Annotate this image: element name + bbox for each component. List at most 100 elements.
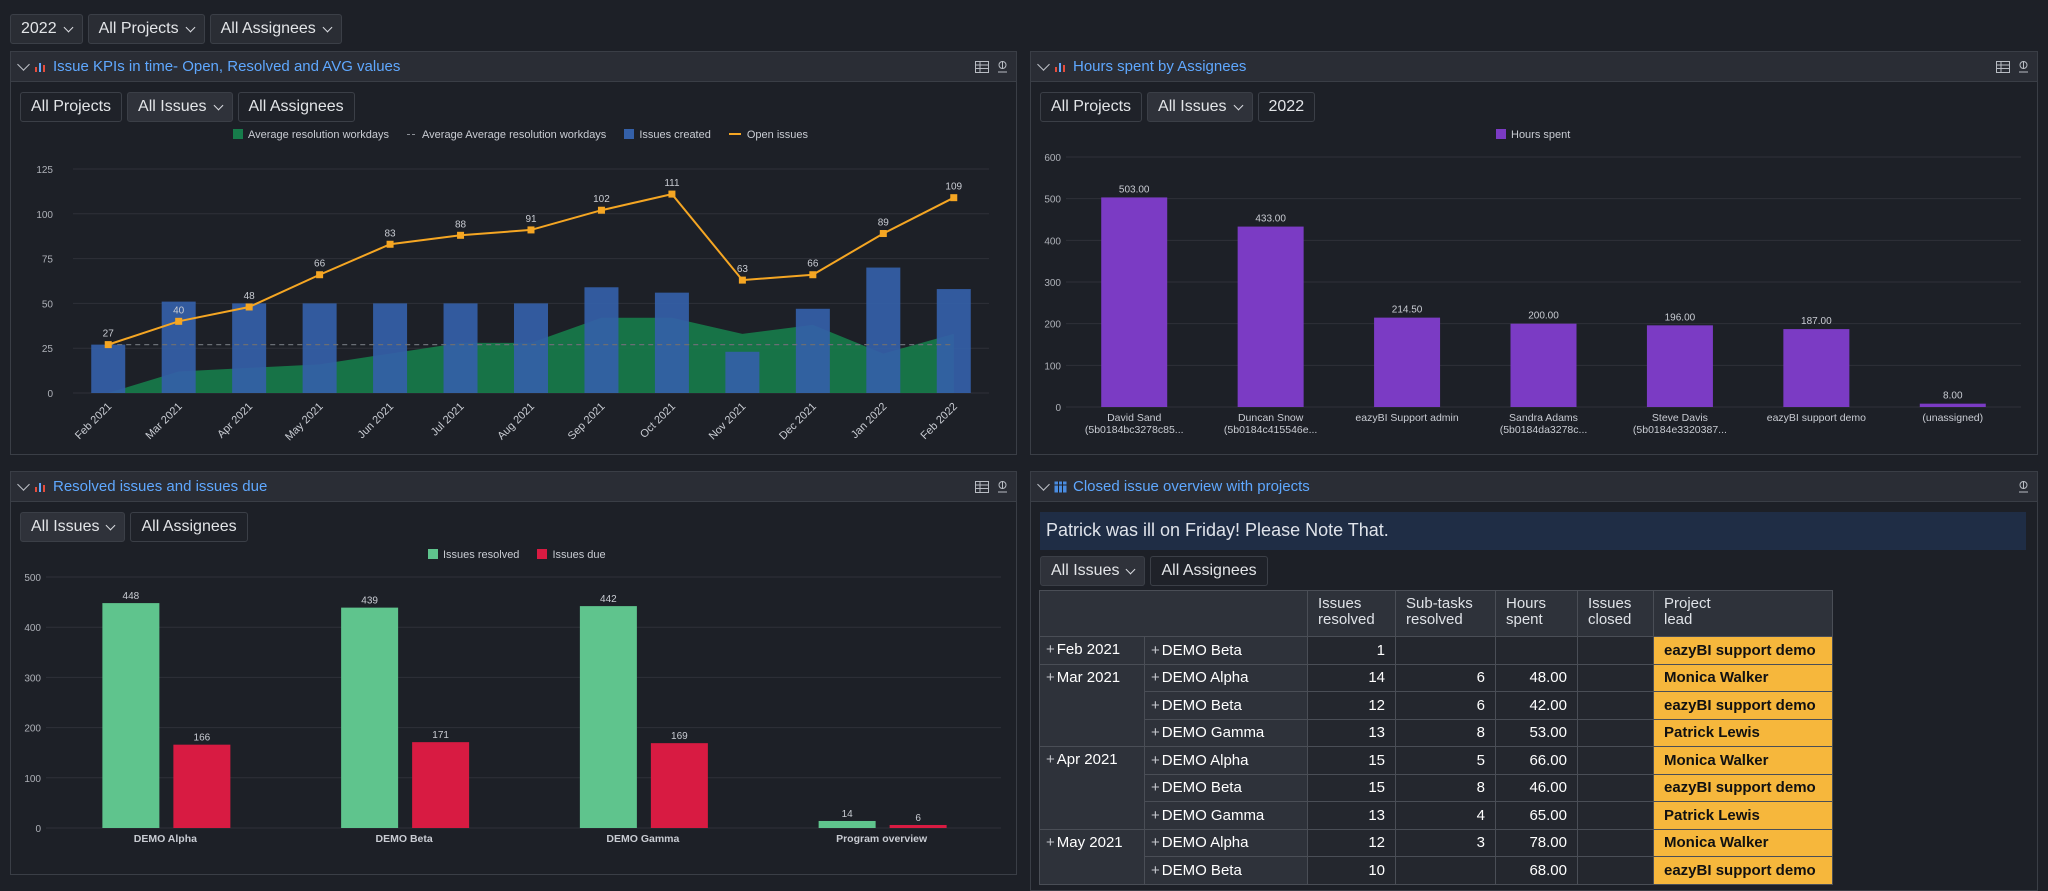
cell-closed [1577, 718, 1654, 747]
expand-plus-icon[interactable]: + [1151, 806, 1160, 824]
bar-issues-created [936, 289, 971, 393]
project-row-header[interactable]: + DEMO Beta [1144, 856, 1308, 885]
top-filter-bar: 2022 All Projects All Assignees [10, 14, 342, 44]
project-label: DEMO Beta [1161, 696, 1242, 714]
cell-subtasks: 6 [1395, 663, 1496, 692]
legend-item[interactable]: Average resolution workdays [233, 129, 389, 141]
chevron-down-icon [322, 22, 333, 32]
legend-item[interactable]: Issues due [537, 549, 606, 561]
project-row-header[interactable]: + DEMO Gamma [1144, 801, 1308, 830]
data-label: 442 [600, 594, 617, 605]
expand-plus-icon[interactable]: + [1151, 861, 1160, 879]
assignees-filter[interactable]: All Assignees [1150, 556, 1268, 586]
issues-filter-dropdown[interactable]: All Issues [127, 92, 233, 122]
projects-filter-dropdown[interactable]: All Projects [87, 14, 205, 44]
bar-issues-due [173, 744, 231, 828]
table-view-icon[interactable] [975, 480, 989, 493]
bar-issues-created [866, 267, 901, 393]
table-view-icon[interactable] [1996, 60, 2010, 73]
x-tick-label: DEMO Alpha [134, 833, 197, 845]
bar-issues-created [725, 351, 760, 393]
table-row: + May 2021 + DEMO Alpha 12 3 78.00 Monica Walke… [1039, 828, 1833, 885]
column-header[interactable]: Sub-tasks resolved [1395, 590, 1496, 637]
project-row-header[interactable]: + DEMO Alpha [1144, 746, 1308, 775]
closed-panel-header: Closed issue overview with projects [1031, 472, 2037, 502]
y-tick-label: 500 [24, 573, 41, 584]
month-row-header[interactable]: + May 2021 [1039, 828, 1145, 885]
expand-plus-icon[interactable]: + [1151, 751, 1160, 769]
legend-swatch [537, 549, 548, 559]
expand-plus-icon[interactable]: + [1046, 751, 1055, 768]
x-tick-label: Feb 2022 [919, 401, 960, 442]
expand-plus-icon[interactable]: + [1046, 668, 1055, 686]
point-open-issues [386, 240, 394, 248]
x-tick-label: (unassigned) [1922, 412, 1983, 424]
expand-plus-icon[interactable]: + [1151, 669, 1160, 687]
closed-issues-table: Issues resolved Sub-tasks resolved Hours spen… [1039, 590, 1833, 885]
year-filter[interactable]: 2022 [1257, 92, 1316, 122]
table-view-icon[interactable] [975, 60, 989, 73]
collapse-chevron-icon[interactable] [1037, 477, 1050, 491]
expand-plus-icon[interactable]: + [1046, 641, 1055, 658]
report-note: Patrick was ill on Friday! Please Note T… [1040, 512, 2026, 550]
project-row-header[interactable]: + DEMO Alpha [1144, 663, 1308, 692]
legend-item[interactable]: Average Average resolution workdays [407, 129, 606, 141]
expand-plus-icon[interactable]: + [1151, 834, 1160, 852]
project-row-header[interactable]: + DEMO Beta [1144, 773, 1308, 802]
chevron-down-icon [1233, 100, 1243, 110]
collapse-chevron-icon[interactable] [1037, 57, 1050, 71]
cell-hours: 46.00 [1495, 773, 1578, 802]
download-icon[interactable] [997, 60, 1008, 73]
expand-plus-icon[interactable]: + [1151, 641, 1160, 659]
expand-plus-icon[interactable]: + [1151, 696, 1160, 714]
assignees-filter[interactable]: All Assignees [237, 92, 355, 122]
project-row-header[interactable]: + DEMO Alpha [1144, 828, 1308, 857]
download-icon[interactable] [2018, 480, 2029, 493]
cell-resolved: 15 [1307, 773, 1396, 802]
assignees-filter-dropdown[interactable]: All Assignees [209, 14, 342, 44]
assignees-filter[interactable]: All Assignees [130, 512, 248, 542]
column-header[interactable]: Project lead [1653, 590, 1833, 637]
bar-chart-icon [35, 482, 45, 492]
download-icon[interactable] [2018, 60, 2029, 73]
projects-filter[interactable]: All Projects [20, 92, 123, 122]
project-row-header[interactable]: + DEMO Beta [1144, 636, 1308, 665]
column-header[interactable]: Issues resolved [1307, 590, 1396, 637]
legend-item[interactable]: Issues resolved [428, 549, 519, 561]
issues-filter-dropdown[interactable]: All Issues [1040, 556, 1146, 586]
y-tick-label: 400 [1044, 236, 1061, 247]
download-icon[interactable] [997, 480, 1008, 493]
cell-resolved: 1 [1307, 636, 1396, 665]
cell-project-lead: Monica Walker [1653, 746, 1833, 775]
project-row-header[interactable]: + DEMO Gamma [1144, 718, 1308, 747]
cell-closed [1577, 663, 1654, 692]
kpi-panel-header: Issue KPIs in time- Open, Resolved and A… [11, 52, 1016, 82]
projects-filter[interactable]: All Projects [1040, 92, 1143, 122]
expand-plus-icon[interactable]: + [1046, 833, 1055, 851]
column-header[interactable]: Hours spent [1495, 590, 1578, 637]
resolved-panel: Resolved issues and issues due All Issue… [10, 471, 1017, 875]
collapse-chevron-icon[interactable] [17, 57, 30, 71]
month-row-header[interactable]: + Feb 2021 [1039, 636, 1145, 665]
issues-filter-dropdown[interactable]: All Issues [20, 512, 126, 542]
legend-item[interactable]: Issues created [624, 129, 711, 141]
project-row-header[interactable]: + DEMO Beta [1144, 691, 1308, 720]
point-open-issues [245, 303, 253, 311]
issues-filter-dropdown[interactable]: All Issues [1147, 92, 1253, 122]
expand-plus-icon[interactable]: + [1151, 779, 1160, 797]
project-label: DEMO Beta [1161, 641, 1242, 659]
year-filter-dropdown[interactable]: 2022 [10, 14, 83, 44]
legend-item[interactable]: Open issues [728, 129, 808, 141]
closed-panel: Closed issue overview with projects Patr… [1030, 471, 2038, 891]
collapse-chevron-icon[interactable] [17, 477, 30, 491]
expand-plus-icon[interactable]: + [1151, 724, 1160, 742]
x-tick-label: (5b0184e3320387... [1633, 424, 1727, 436]
column-header[interactable]: Issues closed [1577, 590, 1654, 637]
data-label: 8.00 [1943, 391, 1963, 402]
legend-item[interactable]: Hours spent [1496, 129, 1570, 141]
month-row-header[interactable]: + Mar 2021 [1039, 663, 1145, 747]
month-row-header[interactable]: + Apr 2021 [1039, 746, 1145, 830]
point-open-issues [527, 226, 535, 234]
month-label: Feb 2021 [1056, 641, 1121, 658]
x-tick-label: Steve Davis [1652, 412, 1708, 424]
